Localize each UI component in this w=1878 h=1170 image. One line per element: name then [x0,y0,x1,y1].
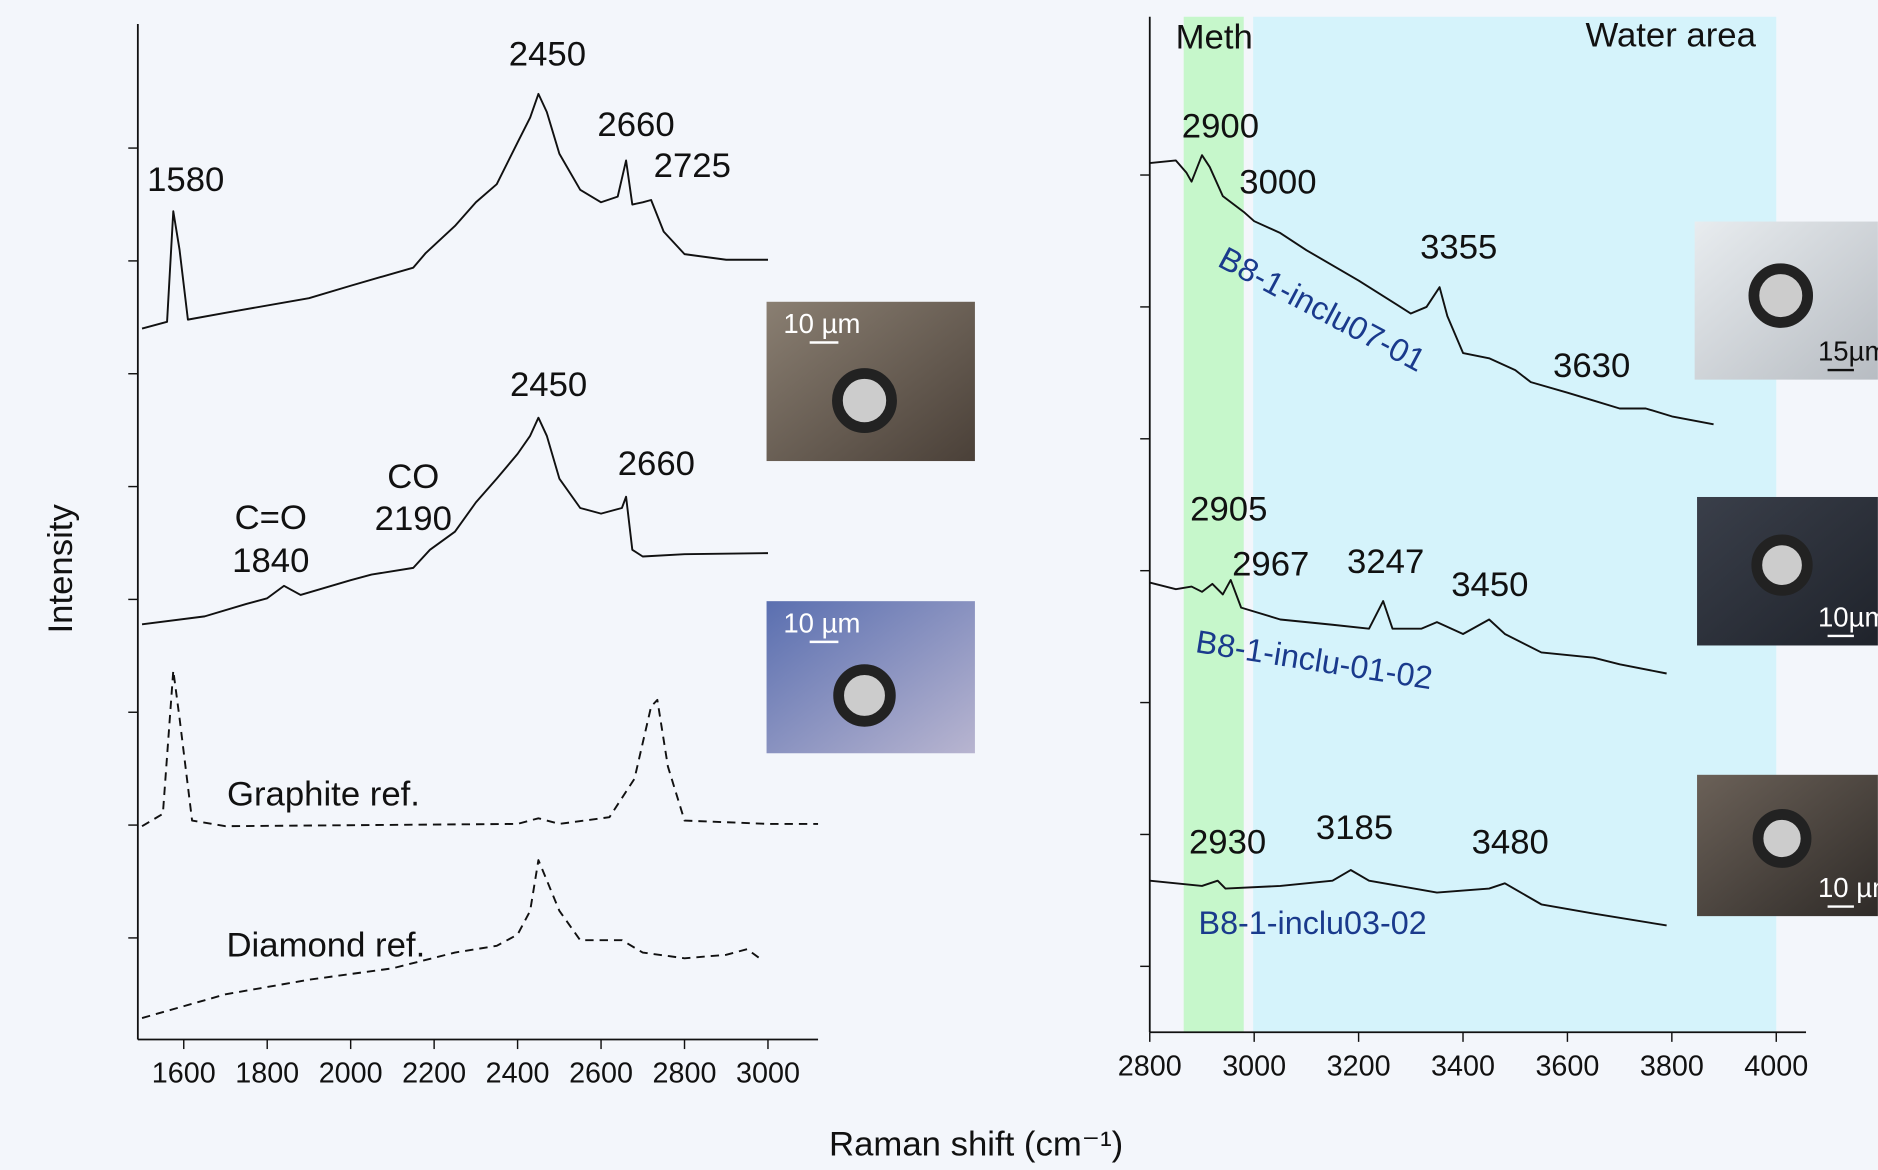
series-label: Diamond ref. [226,926,425,964]
y-axis-title: Intensity [42,504,80,634]
peak-label: 1840 [232,542,309,580]
peak-label: 3247 [1347,543,1424,581]
spectrum-line [1149,579,1667,675]
x-tick-label: 3400 [1431,1050,1495,1082]
inclusion [1751,534,1813,596]
peak-label: 2725 [654,147,731,185]
x-axis-title: Raman shift (cm⁻¹) [829,1126,1123,1164]
x-tick-label: 2400 [486,1058,550,1090]
peak-label: 3450 [1451,566,1528,604]
series-label: Graphite ref. [227,776,420,814]
x-tick-label: 3800 [1640,1050,1704,1082]
region-label: Water area [1585,16,1756,54]
peak-label: 2660 [618,445,695,483]
series-label: B8-1-inclu03-02 [1199,905,1427,941]
x-tick-label: 2600 [569,1058,633,1090]
x-tick-label: 3000 [736,1058,800,1090]
x-tick-label: 2800 [1118,1050,1182,1082]
x-tick-label: 2200 [402,1058,466,1090]
peak-label: 3480 [1472,823,1549,861]
spectrum-line [141,92,768,330]
spectrum-line [141,416,769,626]
peak-label: 2660 [597,106,674,144]
scale-bar-label: 10 µm [783,607,860,638]
peak-label: 1580 [147,161,224,199]
peak-label: 2450 [510,366,587,404]
peak-label: CO [387,458,439,496]
x-tick-label: 3600 [1535,1050,1599,1082]
x-tick-label: 3200 [1327,1050,1391,1082]
x-tick-label: 1800 [235,1058,299,1090]
x-tick-label: 4000 [1744,1050,1808,1082]
peak-label: 3630 [1553,347,1630,385]
spectrum-line [1149,869,1667,927]
peak-label: 3000 [1239,164,1316,202]
x-tick-label: 2800 [653,1058,717,1090]
scale-bar-label: 10 µm [1818,872,1878,903]
scale-bar-label: 10 µm [783,308,860,339]
x-tick-label: 1600 [152,1058,216,1090]
x-tick-label: 3000 [1222,1050,1286,1082]
shaded-region [1183,16,1244,1033]
inclusion [1748,263,1814,328]
inclusion [1752,809,1812,868]
peak-label: 2967 [1232,546,1309,584]
peak-label: 2190 [375,500,452,538]
spectrum-line [141,669,819,828]
peak-label: 2900 [1182,107,1259,145]
peak-label: C=O [235,499,307,537]
peak-label: 2905 [1190,491,1267,529]
scale-bar-label: 15µm [1818,336,1878,367]
spectrum-line [141,859,761,1019]
shaded-region [1253,16,1777,1033]
peak-label: 2450 [509,35,586,73]
x-tick-label: 2000 [319,1058,383,1090]
spectrum-line [1149,154,1714,426]
peak-label: 3355 [1420,228,1497,266]
inclusion [833,664,896,727]
inclusion [832,368,897,433]
peak-label: 2930 [1189,823,1266,861]
peak-label: 3185 [1316,809,1393,847]
